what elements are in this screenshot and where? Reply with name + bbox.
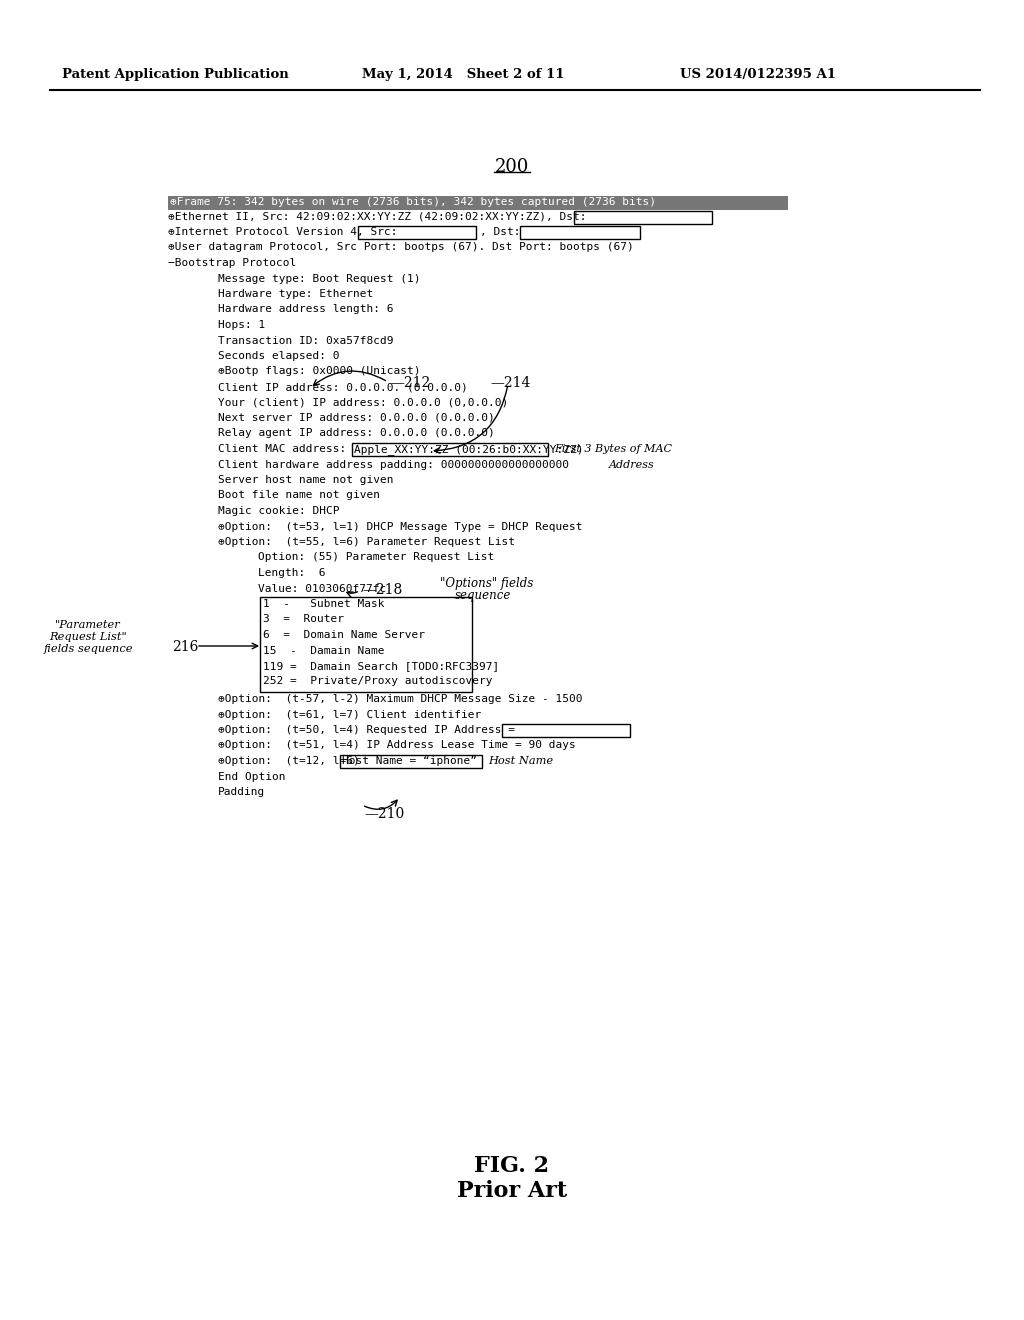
- Text: ⊕Option:  (t=51, l=4) IP Address Lease Time = 90 days: ⊕Option: (t=51, l=4) IP Address Lease Ti…: [218, 741, 575, 751]
- Text: Apple_XX:YY:ZZ (00:26:b0:XX:YY:ZZ): Apple_XX:YY:ZZ (00:26:b0:XX:YY:ZZ): [354, 444, 584, 455]
- Text: Padding: Padding: [218, 787, 265, 797]
- Text: —214: —214: [490, 376, 530, 389]
- Text: ⊕Option:  (t=12, l=6): ⊕Option: (t=12, l=6): [218, 756, 367, 766]
- Text: Next server IP address: 0.0.0.0 (0.0.0.0): Next server IP address: 0.0.0.0 (0.0.0.0…: [218, 413, 495, 422]
- Text: ⊕Option:  (t=53, l=1) DHCP Message Type = DHCP Request: ⊕Option: (t=53, l=1) DHCP Message Type =…: [218, 521, 583, 532]
- Text: —212: —212: [390, 376, 430, 389]
- Text: 216: 216: [172, 640, 199, 653]
- Text: —218: —218: [362, 583, 402, 598]
- Text: Hardware address length: 6: Hardware address length: 6: [218, 305, 393, 314]
- Text: Hardware type: Ethernet: Hardware type: Ethernet: [218, 289, 374, 300]
- Text: ⊕Bootp flags: 0x0000 (Unicast): ⊕Bootp flags: 0x0000 (Unicast): [218, 367, 421, 376]
- Text: ⊕Ethernet II, Src: 42:09:02:XX:YY:ZZ (42:09:02:XX:YY:ZZ), Dst:: ⊕Ethernet II, Src: 42:09:02:XX:YY:ZZ (42…: [168, 211, 587, 222]
- Bar: [352, 444, 548, 455]
- Text: 1  -   Subnet Mask: 1 - Subnet Mask: [263, 599, 384, 609]
- Text: ⊕Option:  (t=55, l=6) Parameter Request List: ⊕Option: (t=55, l=6) Parameter Request L…: [218, 537, 515, 546]
- Text: Prior Art: Prior Art: [457, 1180, 567, 1203]
- Text: 252 =  Private/Proxy autodiscovery: 252 = Private/Proxy autodiscovery: [263, 676, 493, 686]
- Text: 15  -  Damain Name: 15 - Damain Name: [263, 645, 384, 656]
- Text: Seconds elapsed: 0: Seconds elapsed: 0: [218, 351, 340, 360]
- Text: Client hardware address padding: 0000000000000000000: Client hardware address padding: 0000000…: [218, 459, 569, 470]
- Text: , Dst:: , Dst:: [480, 227, 520, 238]
- Text: May 1, 2014   Sheet 2 of 11: May 1, 2014 Sheet 2 of 11: [362, 69, 564, 81]
- Text: ⊕Option:  (t-57, l-2) Maximum DHCP Message Size - 1500: ⊕Option: (t-57, l-2) Maximum DHCP Messag…: [218, 694, 583, 704]
- Text: Boot file name not given: Boot file name not given: [218, 491, 380, 500]
- Bar: [502, 723, 630, 737]
- Text: ⊕Internet Protocol Version 4, Src:: ⊕Internet Protocol Version 4, Src:: [168, 227, 397, 238]
- Bar: [520, 226, 640, 239]
- Text: 3  =  Router: 3 = Router: [263, 615, 344, 624]
- Bar: [260, 597, 472, 692]
- Text: Message type: Boot Request (1): Message type: Boot Request (1): [218, 273, 421, 284]
- Text: ⊕Option:  (t=50, l=4) Requested IP Address =: ⊕Option: (t=50, l=4) Requested IP Addres…: [218, 725, 522, 735]
- Bar: [358, 226, 476, 239]
- Text: —210: —210: [364, 807, 404, 821]
- Text: −Bootstrap Protocol: −Bootstrap Protocol: [168, 257, 296, 268]
- Text: sequence: sequence: [455, 590, 511, 602]
- Text: Option: (55) Parameter Request List: Option: (55) Parameter Request List: [258, 553, 495, 562]
- Text: FIG. 2: FIG. 2: [474, 1155, 550, 1177]
- Text: fields sequence: fields sequence: [43, 644, 133, 653]
- Text: Length:  6: Length: 6: [258, 568, 326, 578]
- Text: ⊕User datagram Protocol, Src Port: bootps (67). Dst Port: bootps (67): ⊕User datagram Protocol, Src Port: bootp…: [168, 243, 634, 252]
- Text: US 2014/0122395 A1: US 2014/0122395 A1: [680, 69, 836, 81]
- Text: Hops: 1: Hops: 1: [218, 319, 265, 330]
- Text: Your (client) IP address: 0.0.0.0 (0,0.0.0): Your (client) IP address: 0.0.0.0 (0,0.0…: [218, 397, 508, 408]
- Text: First 3 Bytes of MAC: First 3 Bytes of MAC: [554, 444, 672, 454]
- Text: Client IP address: 0.0.0.0. (0.0.0.0): Client IP address: 0.0.0.0. (0.0.0.0): [218, 381, 468, 392]
- Text: Value: 0103060f77fc: Value: 0103060f77fc: [258, 583, 386, 594]
- Bar: [168, 195, 788, 210]
- Text: ⊕Option:  (t=61, l=7) Client identifier: ⊕Option: (t=61, l=7) Client identifier: [218, 710, 481, 719]
- Text: Patent Application Publication: Patent Application Publication: [62, 69, 289, 81]
- Text: Transaction ID: 0xa57f8cd9: Transaction ID: 0xa57f8cd9: [218, 335, 393, 346]
- Text: 200: 200: [495, 158, 529, 176]
- Text: Relay agent IP address: 0.0.0.0 (0.0.0.0): Relay agent IP address: 0.0.0.0 (0.0.0.0…: [218, 429, 495, 438]
- Text: ⊕Frame 75: 342 bytes on wire (2736 bits), 342 bytes captured (2736 bits): ⊕Frame 75: 342 bytes on wire (2736 bits)…: [170, 197, 656, 207]
- Text: End Option: End Option: [218, 771, 286, 781]
- Text: Client MAC address:: Client MAC address:: [218, 444, 353, 454]
- Text: Address: Address: [609, 459, 654, 470]
- Text: "Parameter: "Parameter: [55, 620, 121, 630]
- Bar: [340, 755, 482, 768]
- Text: Server host name not given: Server host name not given: [218, 475, 393, 484]
- Bar: [574, 210, 712, 223]
- Text: Request List": Request List": [49, 632, 127, 642]
- Text: "Options" fields: "Options" fields: [440, 578, 534, 590]
- Text: 119 =  Damain Search [TODO:RFC3397]: 119 = Damain Search [TODO:RFC3397]: [263, 661, 500, 671]
- Text: Host Name: Host Name: [488, 756, 553, 766]
- Text: Magic cookie: DHCP: Magic cookie: DHCP: [218, 506, 340, 516]
- Text: Host Name = “iphone”: Host Name = “iphone”: [342, 756, 477, 766]
- Text: 6  =  Domain Name Server: 6 = Domain Name Server: [263, 630, 425, 640]
